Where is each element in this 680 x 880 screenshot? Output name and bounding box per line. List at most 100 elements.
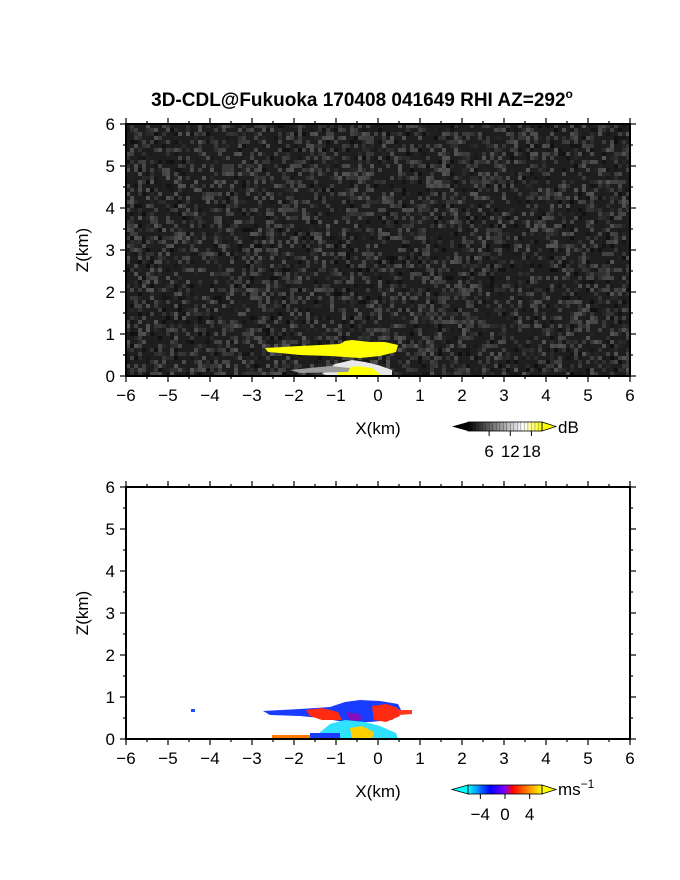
snr-noise-pixel bbox=[462, 320, 466, 324]
snr-noise-pixel bbox=[226, 156, 230, 160]
snr-noise-pixel bbox=[514, 188, 518, 192]
snr-noise-pixel bbox=[126, 324, 130, 328]
snr-noise-pixel bbox=[346, 228, 350, 232]
snr-noise-pixel bbox=[250, 272, 254, 276]
snr-noise-pixel bbox=[202, 296, 206, 300]
snr-noise-pixel bbox=[458, 292, 462, 296]
snr-noise-pixel bbox=[566, 296, 570, 300]
snr-noise-pixel bbox=[250, 156, 254, 160]
snr-noise-pixel bbox=[554, 148, 558, 152]
snr-noise-pixel bbox=[610, 344, 614, 348]
snr-noise-pixel bbox=[510, 184, 514, 188]
snr-noise-pixel bbox=[250, 344, 254, 348]
snr-noise-pixel bbox=[398, 264, 402, 268]
snr-noise-pixel bbox=[314, 156, 318, 160]
snr-noise-pixel bbox=[478, 184, 482, 188]
snr-noise-pixel bbox=[442, 196, 446, 200]
snr-noise-pixel bbox=[410, 272, 414, 276]
snr-noise-pixel bbox=[246, 284, 250, 288]
snr-noise-pixel bbox=[214, 232, 218, 236]
snr-noise-pixel bbox=[514, 316, 518, 320]
snr-noise-pixel bbox=[342, 192, 346, 196]
snr-noise-pixel bbox=[386, 220, 390, 224]
snr-noise-pixel bbox=[206, 160, 210, 164]
snr-noise-pixel bbox=[278, 292, 282, 296]
snr-noise-pixel bbox=[266, 192, 270, 196]
snr-noise-pixel bbox=[254, 288, 258, 292]
velocity-x-tick-label: 1 bbox=[415, 749, 424, 768]
snr-noise-pixel bbox=[494, 240, 498, 244]
snr-noise-pixel bbox=[538, 344, 542, 348]
snr-noise-pixel bbox=[390, 136, 394, 140]
snr-noise-pixel bbox=[330, 124, 334, 128]
snr-noise-pixel bbox=[438, 168, 442, 172]
snr-noise-pixel bbox=[458, 220, 462, 224]
snr-noise-pixel bbox=[418, 236, 422, 240]
snr-noise-pixel bbox=[178, 188, 182, 192]
velocity-y-tick-label: 0 bbox=[106, 730, 115, 749]
snr-noise-pixel bbox=[294, 200, 298, 204]
snr-noise-pixel bbox=[530, 256, 534, 260]
snr-noise-pixel bbox=[190, 220, 194, 224]
snr-noise-pixel bbox=[154, 128, 158, 132]
snr-noise-pixel bbox=[226, 280, 230, 284]
snr-noise-pixel bbox=[258, 280, 262, 284]
snr-noise-pixel bbox=[370, 328, 374, 332]
snr-noise-pixel bbox=[182, 176, 186, 180]
snr-noise-pixel bbox=[422, 180, 426, 184]
snr-noise-pixel bbox=[354, 256, 358, 260]
snr-noise-pixel bbox=[602, 212, 606, 216]
snr-noise-pixel bbox=[206, 340, 210, 344]
snr-noise-pixel bbox=[498, 352, 502, 356]
snr-noise-pixel bbox=[458, 224, 462, 228]
snr-noise-pixel bbox=[134, 136, 138, 140]
snr-noise-pixel bbox=[386, 364, 390, 368]
snr-noise-pixel bbox=[402, 148, 406, 152]
snr-noise-pixel bbox=[610, 216, 614, 220]
snr-noise-pixel bbox=[198, 220, 202, 224]
snr-noise-pixel bbox=[398, 348, 402, 352]
snr-noise-pixel bbox=[134, 300, 138, 304]
snr-noise-pixel bbox=[466, 168, 470, 172]
snr-x-tick-labels: −6 −5 −4 −3 −2 −1 0 1 2 3 4 5 6 bbox=[116, 386, 634, 405]
snr-noise-pixel bbox=[478, 136, 482, 140]
snr-noise-pixel bbox=[418, 144, 422, 148]
snr-noise-pixel bbox=[246, 248, 250, 252]
snr-noise-pixel bbox=[618, 344, 622, 348]
snr-noise-pixel bbox=[394, 156, 398, 160]
snr-noise-pixel bbox=[538, 276, 542, 280]
snr-noise-pixel bbox=[126, 248, 130, 252]
snr-noise-pixel bbox=[170, 328, 174, 332]
snr-noise-pixel bbox=[338, 192, 342, 196]
snr-noise-pixel bbox=[610, 260, 614, 264]
snr-noise-pixel bbox=[594, 264, 598, 268]
snr-noise-pixel bbox=[550, 212, 554, 216]
snr-noise-pixel bbox=[594, 220, 598, 224]
snr-noise-pixel bbox=[462, 136, 466, 140]
snr-noise-pixel bbox=[566, 156, 570, 160]
snr-noise-pixel bbox=[162, 224, 166, 228]
snr-noise-pixel bbox=[306, 244, 310, 248]
snr-noise-pixel bbox=[614, 360, 618, 364]
snr-noise-pixel bbox=[258, 304, 262, 308]
snr-noise-pixel bbox=[146, 312, 150, 316]
snr-noise-pixel bbox=[522, 324, 526, 328]
snr-noise-pixel bbox=[462, 332, 466, 336]
snr-noise-pixel bbox=[314, 216, 318, 220]
snr-noise-pixel bbox=[138, 352, 142, 356]
snr-noise-pixel bbox=[278, 352, 282, 356]
snr-noise-pixel bbox=[594, 316, 598, 320]
snr-noise-pixel bbox=[430, 188, 434, 192]
snr-noise-pixel bbox=[550, 332, 554, 336]
snr-noise-pixel bbox=[522, 176, 526, 180]
snr-noise-pixel bbox=[142, 368, 146, 372]
snr-noise-pixel bbox=[194, 124, 198, 128]
snr-noise-pixel bbox=[606, 212, 610, 216]
snr-noise-pixel bbox=[462, 248, 466, 252]
snr-noise-pixel bbox=[322, 264, 326, 268]
snr-noise-pixel bbox=[266, 224, 270, 228]
snr-noise-pixel bbox=[194, 356, 198, 360]
snr-noise-pixel bbox=[190, 368, 194, 372]
snr-noise-pixel bbox=[346, 196, 350, 200]
